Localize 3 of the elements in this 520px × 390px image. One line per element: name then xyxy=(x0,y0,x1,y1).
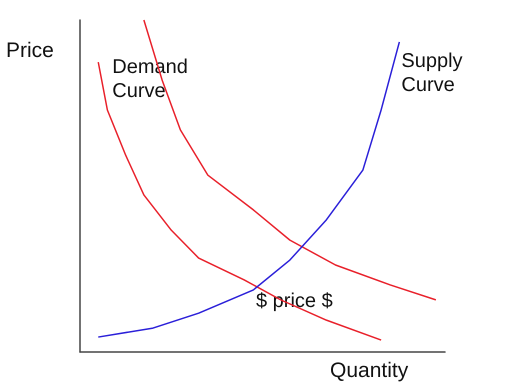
x-axis-title: Quantity xyxy=(330,359,409,382)
series-label: Supply Curve xyxy=(401,50,463,96)
y-axis-title: Price xyxy=(6,39,54,62)
